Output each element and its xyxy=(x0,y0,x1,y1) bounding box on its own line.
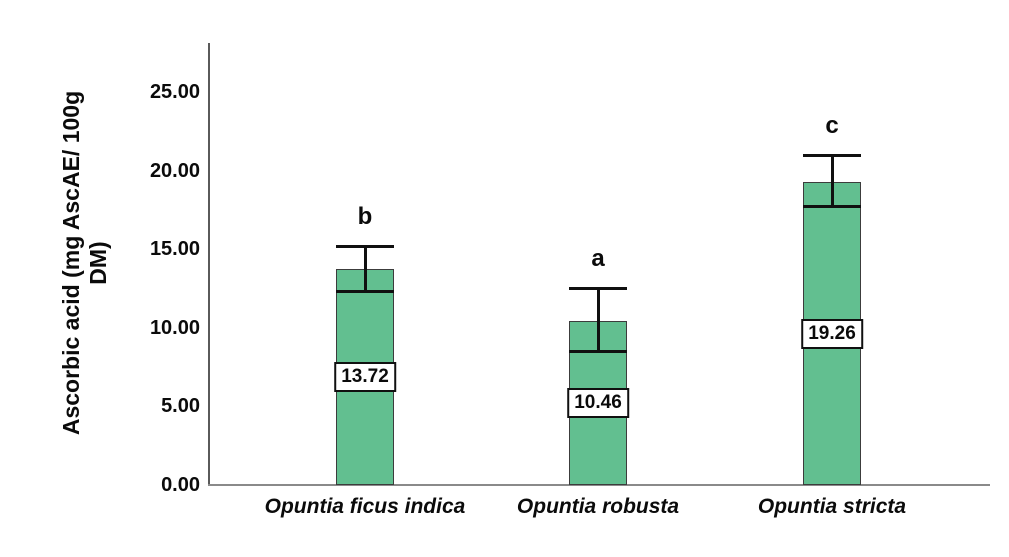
y-tick-label: 25.00 xyxy=(149,81,200,104)
error-bar-cap-bottom xyxy=(336,290,394,294)
x-category-label: Opuntia stricta xyxy=(757,495,907,518)
error-bar-cap-bottom xyxy=(803,205,861,209)
y-tick-label: 5.00 xyxy=(161,395,200,418)
y-tick-label: 10.00 xyxy=(149,316,200,339)
y-axis-title-line1: Ascorbic acid (mg AscAE/ 100g xyxy=(58,90,84,436)
y-axis-line xyxy=(208,43,210,486)
value-label: 13.72 xyxy=(334,362,396,393)
x-category-label: Opuntia robusta xyxy=(516,495,680,518)
error-bar-line xyxy=(363,244,367,294)
significance-letter: b xyxy=(357,202,373,230)
error-bar-line xyxy=(830,153,834,209)
y-tick-label: 0.00 xyxy=(161,474,200,496)
x-category-label: Opuntia ficus indica xyxy=(264,495,466,518)
y-tick-label: 20.00 xyxy=(149,159,200,182)
value-label: 19.26 xyxy=(801,318,863,349)
error-bar-line xyxy=(596,287,600,353)
x-axis-line xyxy=(208,484,990,486)
error-bar-cap-bottom xyxy=(569,349,627,353)
y-tick-label: 15.00 xyxy=(149,238,200,261)
value-label: 10.46 xyxy=(567,387,629,418)
significance-letter: c xyxy=(825,111,839,139)
significance-letter: a xyxy=(591,245,605,273)
